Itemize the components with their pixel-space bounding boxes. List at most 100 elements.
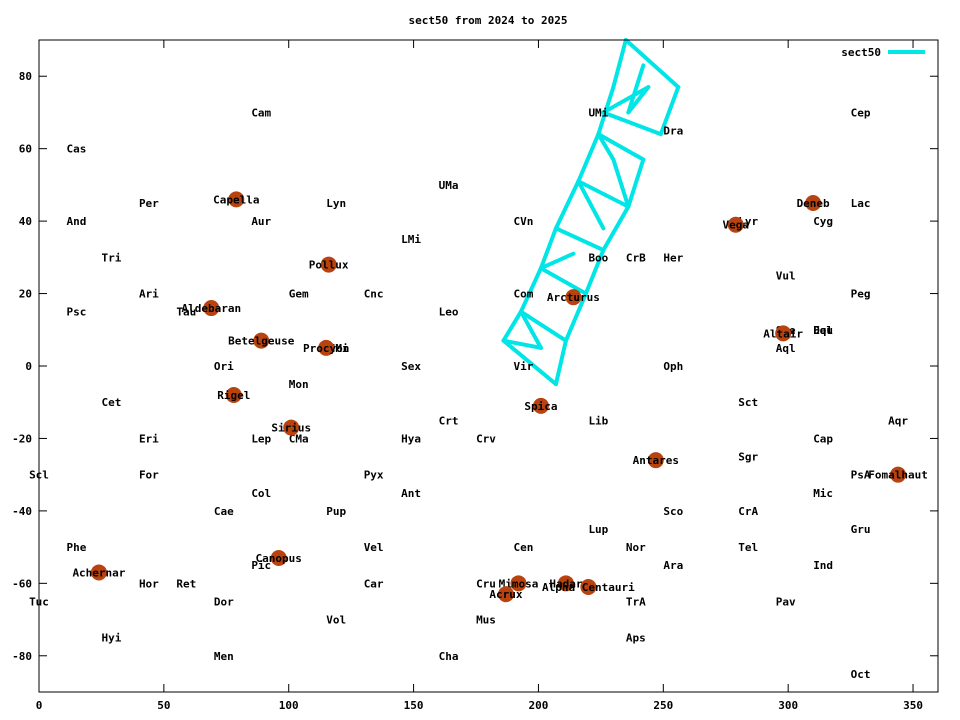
bright-stars: Capella Aldebaran Betelgeuse Rigel Sirius Pro… xyxy=(72,191,928,603)
constellation-label: CrA xyxy=(738,505,758,518)
constellation-label: Lib xyxy=(588,414,608,427)
legend-label: sect50 xyxy=(841,46,881,59)
constellation-label: Nor xyxy=(626,541,646,554)
star-label: Capella xyxy=(213,193,259,206)
star-label: Aldebaran xyxy=(182,302,242,315)
y-tick-label: 20 xyxy=(19,288,32,301)
series-segment xyxy=(563,291,588,343)
star-marker xyxy=(510,575,527,592)
constellation-label: Ori xyxy=(214,360,234,373)
star-label: Fomalhaut xyxy=(868,469,928,482)
series-segment xyxy=(553,179,581,231)
series-segment xyxy=(601,110,663,137)
star-marker xyxy=(318,339,335,356)
constellation-label: Com xyxy=(514,288,534,301)
y-tick-label: 40 xyxy=(19,215,32,228)
constellation-label: Leo xyxy=(439,306,459,319)
constellation-label: Hor xyxy=(139,577,159,590)
constellation-label: Crt xyxy=(439,414,459,427)
constellation-label: Cam xyxy=(251,106,271,119)
y-tick-label: -60 xyxy=(12,577,32,590)
series-segment xyxy=(583,248,606,296)
constellation-label: For xyxy=(139,469,159,482)
constellation-label: CVn xyxy=(514,215,534,228)
series-segment xyxy=(596,132,646,162)
x-tick-label: 100 xyxy=(279,699,299,712)
star-label: Hadar xyxy=(549,577,582,590)
star-label: Acrux xyxy=(489,588,522,601)
constellation-label: Lyn xyxy=(326,197,346,210)
star-label: Pollux xyxy=(309,259,349,272)
constellation-label: Per xyxy=(139,197,159,210)
x-tick-label: 0 xyxy=(36,699,43,712)
constellation-label: Aqr xyxy=(888,414,908,427)
constellation-label: Aur xyxy=(251,215,271,228)
star-label: Procyon xyxy=(303,342,349,355)
constellation-label: Dra xyxy=(663,125,683,138)
star-label: Betelgeuse xyxy=(228,335,295,348)
constellation-label: LMi xyxy=(401,233,421,246)
constellation-label: UMi xyxy=(588,106,608,119)
constellation-label: Cet xyxy=(101,396,121,409)
constellation-label: Cnc xyxy=(364,288,384,301)
constellation-label: Ant xyxy=(401,487,421,500)
series-segment xyxy=(611,38,628,90)
chart-title: sect50 from 2024 to 2025 xyxy=(409,14,568,27)
series-segment xyxy=(576,179,631,209)
star-label: Spica xyxy=(524,400,557,413)
star-label: Canopus xyxy=(256,552,302,565)
series-segment xyxy=(538,266,588,296)
constellation-label: Cru xyxy=(476,577,496,590)
constellation-label: Pup xyxy=(326,505,346,518)
series-segment xyxy=(553,226,606,253)
constellation-label: Sct xyxy=(738,396,758,409)
constellation-label: Lep xyxy=(251,432,271,445)
constellation-label: Cep xyxy=(851,106,871,119)
star-label: Rigel xyxy=(217,389,250,402)
constellation-label: Ari xyxy=(139,288,159,301)
star-marker xyxy=(253,332,270,349)
series-segment xyxy=(626,63,646,115)
constellation-label: Lup xyxy=(588,523,608,536)
constellation-label: Crv xyxy=(476,432,496,445)
constellation-label: Equ xyxy=(813,324,833,337)
constellation-label: Cae xyxy=(214,505,234,518)
constellation-label: Dor xyxy=(214,595,234,608)
legend: sect50 xyxy=(841,46,925,59)
constellation-label: Oph xyxy=(663,360,683,373)
star-label: Sirius xyxy=(271,422,311,435)
star-marker xyxy=(890,466,907,483)
axis-ticks: 0 50 100 150 200 250 300 350 -80 -60 -40 -20 0 20 40 60… xyxy=(12,40,938,712)
constellation-label: Tau xyxy=(176,306,196,319)
constellation-label: Gem xyxy=(289,288,309,301)
constellation-label: Car xyxy=(364,577,384,590)
x-tick-label: 50 xyxy=(157,699,170,712)
constellation-label: Eri xyxy=(139,432,159,445)
constellation-label: Hya xyxy=(401,432,421,445)
series-segment xyxy=(623,38,681,90)
star-label: Antares xyxy=(633,454,679,467)
star-marker xyxy=(532,397,549,414)
constellation-label: Cas xyxy=(67,143,87,156)
star-marker xyxy=(775,325,792,342)
series-segment xyxy=(611,157,631,209)
constellation-label: Sex xyxy=(401,360,421,373)
constellation-label: Phe xyxy=(67,541,87,554)
series-segment xyxy=(601,85,651,115)
constellation-label: Sco xyxy=(663,505,683,518)
constellation-label: Ret xyxy=(176,577,196,590)
star-marker xyxy=(805,195,822,211)
x-tick-label: 350 xyxy=(903,699,923,712)
constellation-label: Oct xyxy=(851,668,871,681)
constellation-label: Tel xyxy=(738,541,758,554)
constellation-label: Hyi xyxy=(101,632,121,645)
series-segment xyxy=(626,85,651,115)
constellation-label: CMi xyxy=(329,342,349,355)
series-segment xyxy=(518,266,543,314)
y-tick-label: -20 xyxy=(12,432,32,445)
series-segment xyxy=(538,251,576,271)
constellation-label: Gru xyxy=(851,523,871,536)
constellation-label: Cha xyxy=(439,650,459,663)
star-marker xyxy=(90,564,107,581)
